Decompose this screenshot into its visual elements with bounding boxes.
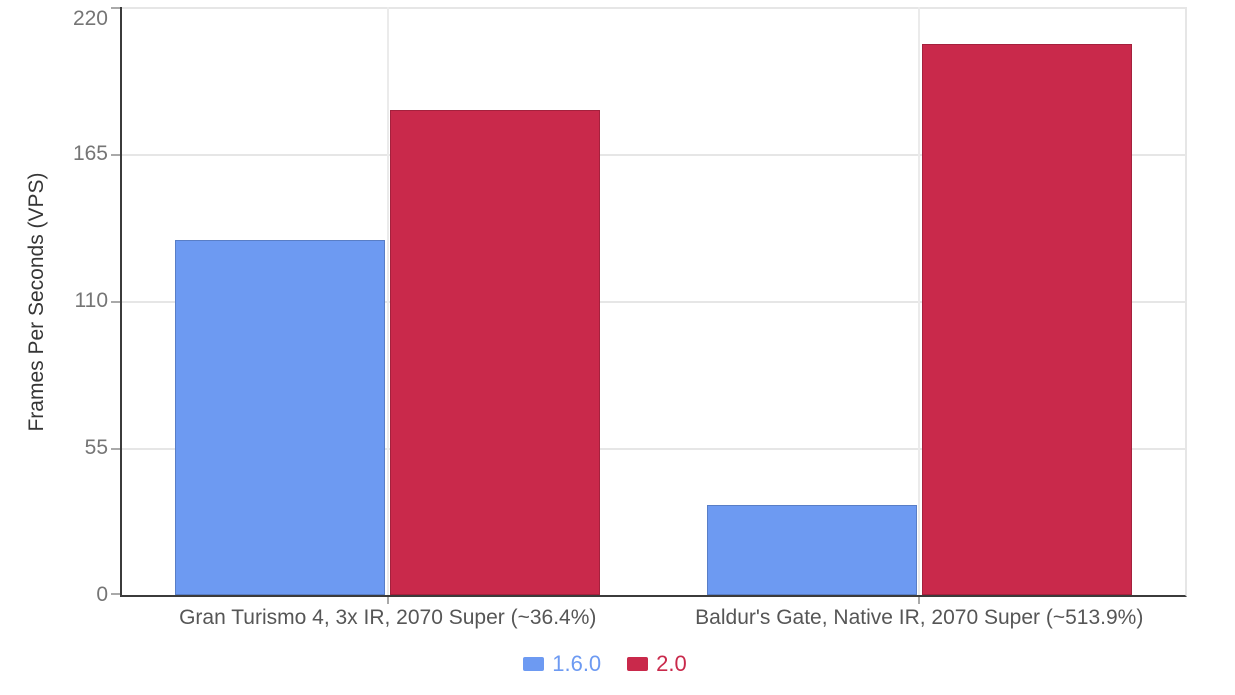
bar-2.0-category-0 [390, 110, 601, 595]
plot-area [120, 7, 1187, 597]
legend-swatch-1.6.0 [523, 657, 545, 671]
category-gridline-1 [918, 7, 921, 595]
legend-item-1.6.0: 1.6.0 [523, 651, 601, 677]
y-tick-label-0: 0 [96, 583, 108, 606]
y-tick-55 [111, 448, 120, 450]
y-tick-165 [111, 154, 120, 156]
legend-label-1.6.0: 1.6.0 [552, 651, 602, 676]
y-tick-label-165: 165 [72, 142, 108, 165]
y-tick-220 [111, 7, 120, 9]
y-tick-label-220: 220 [72, 7, 108, 30]
bar-1.6.0-category-0 [175, 239, 386, 595]
y-tick-label-55: 55 [84, 436, 108, 459]
x-tick-0 [386, 597, 389, 604]
y-gridline-55 [122, 448, 1185, 450]
x-category-label-1: Baldur's Gate, Native IR, 2070 Super (~5… [695, 606, 1144, 629]
y-gridline-165 [122, 154, 1185, 156]
y-tick-110 [111, 301, 120, 303]
bar-2.0-category-1 [921, 43, 1132, 595]
x-tick-1 [918, 597, 921, 604]
y-tick-0 [111, 593, 120, 595]
y-gridline-220 [122, 7, 1185, 9]
legend-swatch-2.0 [627, 657, 649, 671]
y-gridline-110 [122, 301, 1185, 303]
bar-1.6.0-category-1 [706, 505, 917, 595]
legend-item-2.0: 2.0 [627, 651, 687, 677]
category-gridline-0 [386, 7, 389, 595]
legend-label-2.0: 2.0 [656, 651, 687, 676]
legend: 1.6.0 2.0 [0, 651, 1210, 677]
x-category-label-0: Gran Turismo 4, 3x IR, 2070 Super (~36.4… [179, 606, 597, 629]
y-tick-label-110: 110 [74, 289, 108, 312]
